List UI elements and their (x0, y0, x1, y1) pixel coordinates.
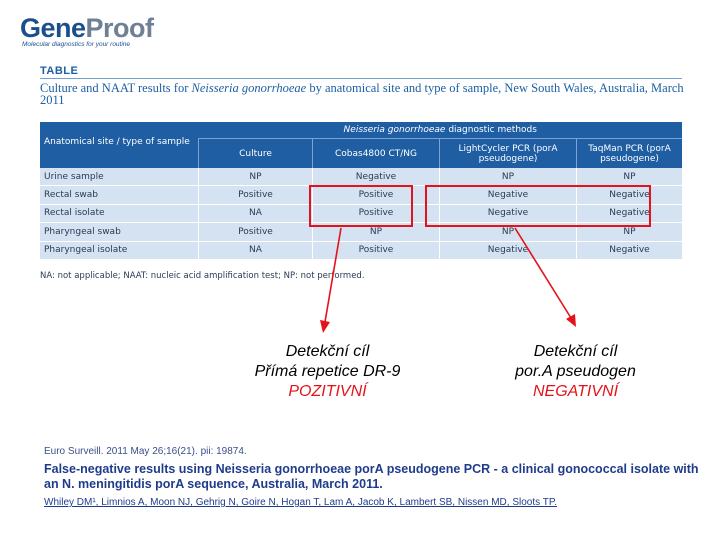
highlight-box-porA (425, 185, 651, 227)
logo-wordmark: GeneProof (20, 13, 154, 43)
cell-taqman: NP (576, 222, 682, 242)
methods-header: Neisseria gonorrhoeae diagnostic methods (198, 122, 682, 139)
results-table: Anatomical site / type of sample Neisser… (40, 122, 682, 260)
target-annotation-pora: Detekční cíl por.A pseudogen NEGATIVNÍ (515, 343, 636, 400)
row-site: Rectal swab (40, 185, 199, 205)
cell-taqman: Negative (576, 204, 682, 224)
reference-block: Euro Surveill. 2011 May 26;16(21). pii: … (44, 446, 704, 508)
cell-culture: NP (198, 168, 313, 187)
target-annotation-dr9: Detekční cíl Přímá repetice DR-9 POZITIV… (254, 343, 401, 400)
table-row: Pharyngeal swab Positive NP NP NP (40, 222, 682, 242)
cell-culture: NA (198, 204, 313, 224)
cell-culture: NA (198, 241, 313, 260)
cell-cobas: Positive (312, 204, 440, 224)
cell-lightcycler: NP (439, 168, 577, 187)
column-header-lightcycler: LightCycler PCR (porA pseudogene) (439, 138, 577, 168)
table-row: Rectal swab Positive Positive Negative N… (40, 185, 682, 205)
row-site: Rectal isolate (40, 204, 199, 224)
cell-cobas: NP (312, 222, 440, 242)
title-rule (40, 78, 682, 79)
cell-lightcycler: NP (439, 222, 577, 242)
cell-taqman: Negative (576, 185, 682, 205)
cell-lightcycler: Negative (439, 204, 577, 224)
row-site: Pharyngeal swab (40, 222, 199, 242)
arrow-head-right (566, 314, 576, 327)
table-label: TABLE (40, 65, 79, 77)
cell-cobas: Positive (312, 241, 440, 260)
logo-tagline: Molecular diagnostics for your routine (22, 41, 131, 48)
row-site: Urine sample (40, 168, 199, 187)
arrow-head-left (320, 320, 330, 333)
cell-lightcycler: Negative (439, 241, 577, 260)
table-caption: Culture and NAAT results for Neisseria g… (40, 81, 684, 107)
reference-authors[interactable]: Whiley DM¹, Limnios A, Moon NJ, Gehrig N… (44, 497, 557, 508)
column-header-culture: Culture (198, 138, 313, 168)
row-site: Pharyngeal isolate (40, 241, 199, 260)
arrow-line-right (514, 227, 572, 319)
cell-taqman: Negative (576, 241, 682, 260)
table-row: Pharyngeal isolate NA Positive Negative … (40, 241, 682, 260)
geneproof-logo: GeneProof Molecular diagnostics for your… (20, 14, 160, 54)
table-footnote: NA: not applicable; NAAT: nucleic acid a… (40, 271, 365, 281)
cell-lightcycler: Negative (439, 185, 577, 205)
reference-title: False-negative results using Neisseria g… (44, 462, 699, 491)
cell-cobas: Positive (312, 185, 440, 205)
column-header-taqman: TaqMan PCR (porA pseudogene) (576, 138, 682, 168)
site-column-header: Anatomical site / type of sample (40, 122, 199, 168)
column-header-cobas: Cobas4800 CT/NG (312, 138, 440, 168)
table-row: Rectal isolate NA Positive Negative Nega… (40, 204, 682, 224)
highlight-box-cobas (309, 185, 413, 227)
cell-culture: Positive (198, 222, 313, 242)
cell-culture: Positive (198, 185, 313, 205)
arrow-line-left (324, 227, 342, 323)
reference-source: Euro Surveill. 2011 May 26;16(21). pii: … (44, 446, 247, 457)
